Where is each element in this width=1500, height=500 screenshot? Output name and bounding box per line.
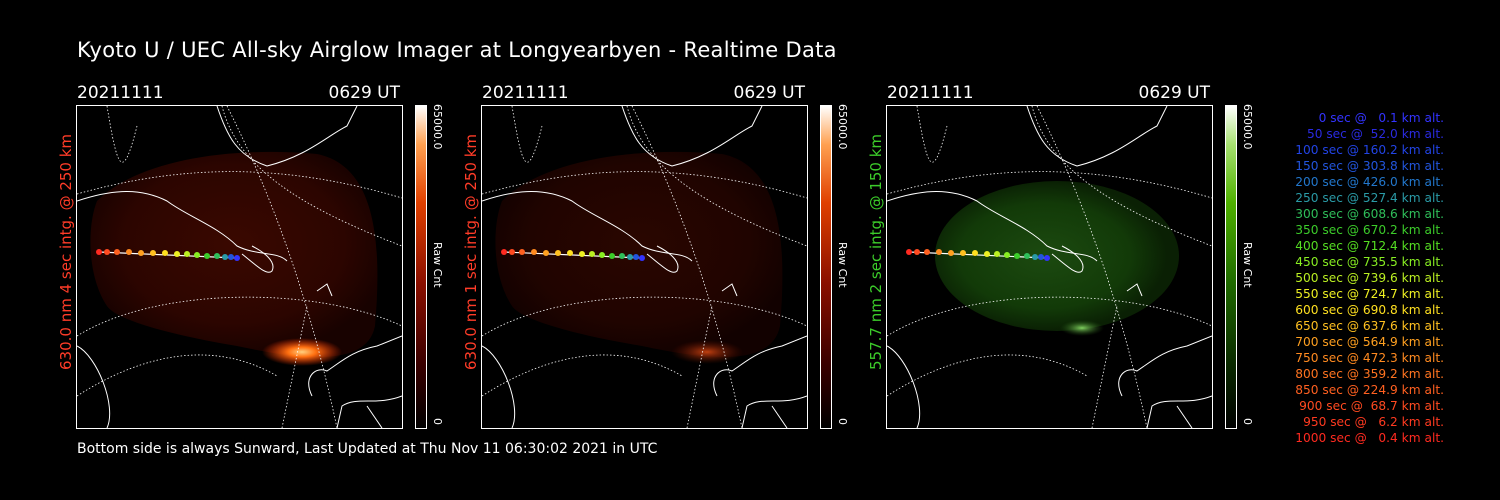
legend-row: 200 sec @ 426.0 km alt. <box>1295 175 1444 189</box>
legend-row: 600 sec @ 690.8 km alt. <box>1295 303 1444 317</box>
page-title: Kyoto U / UEC All-sky Airglow Imager at … <box>77 38 837 62</box>
graticule <box>887 106 1212 428</box>
legend-row: 0 sec @ 0.1 km alt. <box>1318 111 1444 125</box>
legend-row: 550 sec @ 724.7 km alt. <box>1295 287 1444 301</box>
panel-2-map <box>482 106 807 428</box>
airglow-region <box>495 151 783 358</box>
legend-row: 250 sec @ 527.4 km alt. <box>1295 191 1444 205</box>
panel-2-cbar-max: 65000.0 <box>836 104 849 150</box>
panel-3-cbar-unit: Raw Cnt <box>1241 242 1254 288</box>
airglow-hotspot <box>1060 320 1104 336</box>
airglow-region <box>90 151 378 358</box>
legend-row: 850 sec @ 224.9 km alt. <box>1295 383 1444 397</box>
panel-1-date: 20211111 <box>77 83 164 103</box>
panel-3-map <box>887 106 1212 428</box>
trajectory <box>501 249 645 261</box>
panel-2-date: 20211111 <box>482 83 569 103</box>
footer-status: Bottom side is always Sunward, Last Upda… <box>77 441 658 457</box>
panel-3-colorbar <box>1225 105 1237 429</box>
graticule <box>482 106 807 428</box>
panel-3-time: 0629 UT <box>1138 83 1211 103</box>
legend-row: 100 sec @ 160.2 km alt. <box>1295 143 1444 157</box>
panel-3-cbar-max: 65000.0 <box>1241 104 1254 150</box>
panel-1-map <box>77 106 402 428</box>
legend-row: 750 sec @ 472.3 km alt. <box>1295 351 1444 365</box>
panel-1-image <box>76 105 403 429</box>
panel-3-side-label: 557.7 nm 2 sec intg. @ 150 km <box>867 133 885 370</box>
legend-row: 950 sec @ 6.2 km alt. <box>1303 415 1444 429</box>
panel-2-cbar-unit: Raw Cnt <box>836 242 849 288</box>
legend-row: 650 sec @ 637.6 km alt. <box>1295 319 1444 333</box>
trajectory-legend: 0 sec @ 0.1 km alt. 50 sec @ 52.0 km alt… <box>1262 110 1444 446</box>
panel-1-cbar-max: 65000.0 <box>431 104 444 150</box>
panel-3-image <box>886 105 1213 429</box>
panel-2-time: 0629 UT <box>733 83 806 103</box>
panel-1-side-label: 630.0 nm 4 sec intg. @ 250 km <box>57 133 75 370</box>
trajectory <box>96 249 240 261</box>
panel-2-colorbar <box>820 105 832 429</box>
legend-row: 400 sec @ 712.4 km alt. <box>1295 239 1444 253</box>
legend-row: 450 sec @ 735.5 km alt. <box>1295 255 1444 269</box>
legend-row: 1000 sec @ 0.4 km alt. <box>1295 431 1444 445</box>
legend-row: 150 sec @ 303.8 km alt. <box>1295 159 1444 173</box>
panel-1-cbar-min: 0 <box>431 418 444 425</box>
airglow-hotspot <box>671 340 743 364</box>
airglow-region <box>935 181 1179 331</box>
panel-2-image <box>481 105 808 429</box>
panel-2-side-label: 630.0 nm 1 sec intg. @ 250 km <box>462 133 480 370</box>
legend-row: 900 sec @ 68.7 km alt. <box>1299 399 1444 413</box>
coastline <box>77 106 402 428</box>
coastline <box>887 106 1212 428</box>
graticule <box>77 106 402 428</box>
panel-3-date: 20211111 <box>887 83 974 103</box>
legend-row: 800 sec @ 359.2 km alt. <box>1295 367 1444 381</box>
legend-row: 700 sec @ 564.9 km alt. <box>1295 335 1444 349</box>
legend-row: 50 sec @ 52.0 km alt. <box>1306 127 1444 141</box>
panel-1-colorbar <box>415 105 427 429</box>
panel-1-cbar-unit: Raw Cnt <box>431 242 444 288</box>
coastline <box>482 106 807 428</box>
legend-row: 350 sec @ 670.2 km alt. <box>1295 223 1444 237</box>
trajectory <box>906 249 1050 261</box>
legend-row: 500 sec @ 739.6 km alt. <box>1295 271 1444 285</box>
legend-row: 300 sec @ 608.6 km alt. <box>1295 207 1444 221</box>
panel-2-cbar-min: 0 <box>836 418 849 425</box>
airglow-hotspot <box>262 338 342 366</box>
panel-3-cbar-min: 0 <box>1241 418 1254 425</box>
panel-1-time: 0629 UT <box>328 83 401 103</box>
